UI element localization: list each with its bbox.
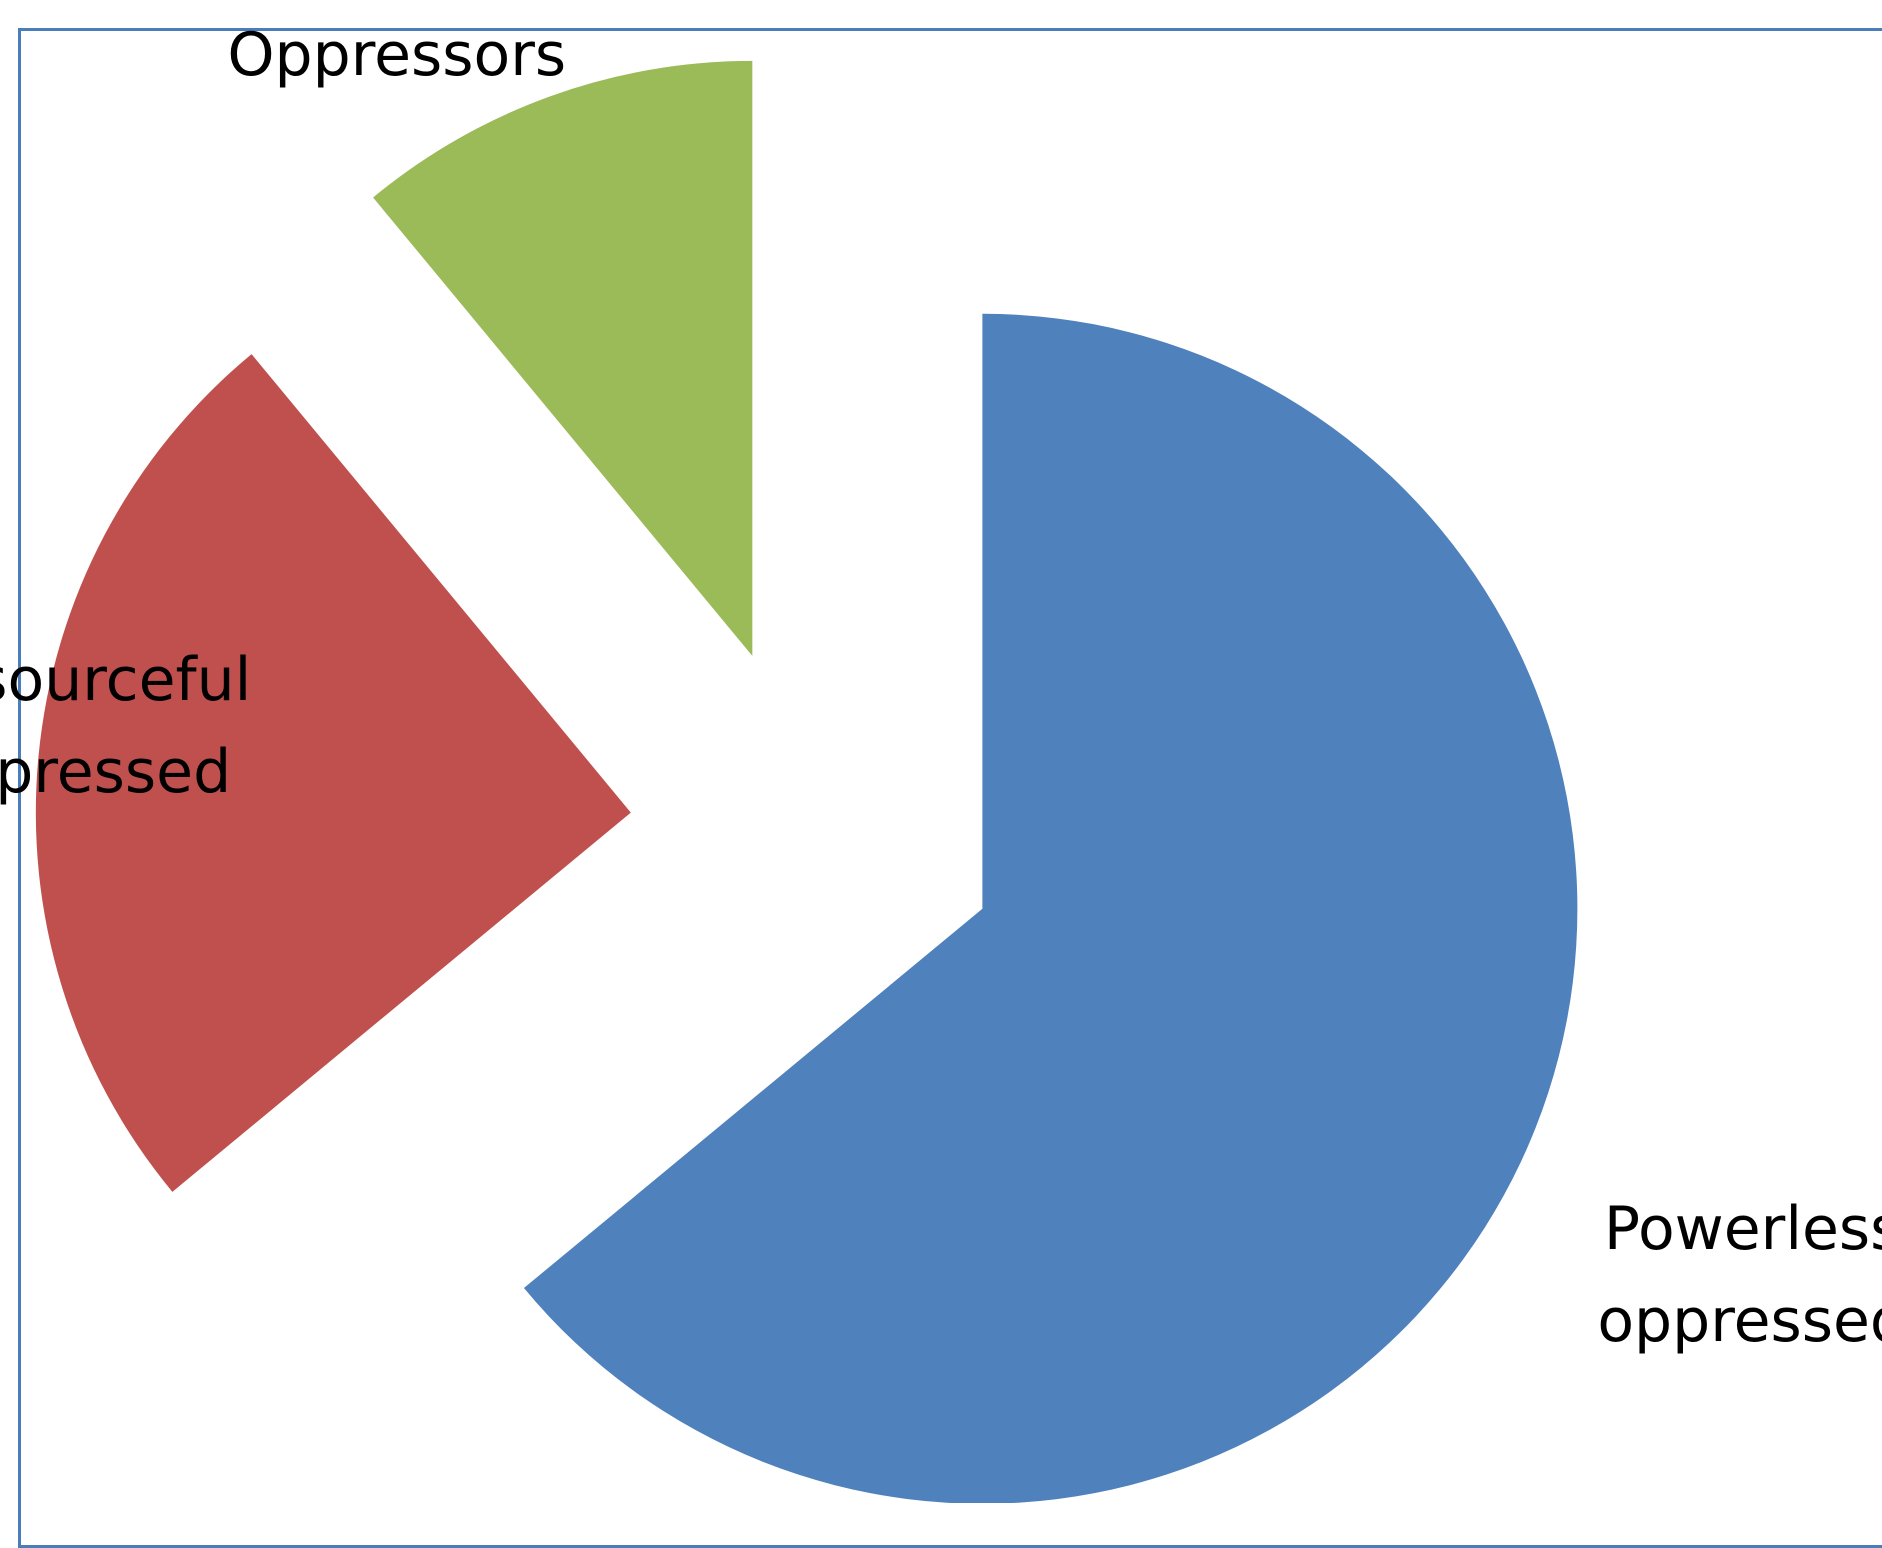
pie-slice-resourceful-oppressed (35, 354, 631, 1192)
slice-label-resourceful-oppressed: Resourceful oppressed (0, 645, 251, 807)
slice-label-line: oppressed (0, 737, 231, 807)
pie-slice-powerless-oppressed (523, 313, 1578, 1503)
slice-label-powerless-oppressed: Powerless oppressed (1597, 1194, 1882, 1356)
slice-label-line: Powerless (1604, 1194, 1882, 1264)
pie-slice-oppressors (373, 60, 753, 656)
slice-label-line: oppressed (1597, 1286, 1882, 1356)
slice-label-line: Resourceful (0, 645, 251, 715)
slice-label-oppressors: Oppressors (227, 20, 566, 90)
pie-slices (35, 60, 1578, 1503)
slice-label-line: Oppressors (227, 20, 566, 90)
pie-chart: Powerless oppressed Resourceful oppressed Op… (0, 20, 1882, 1503)
pie-labels: Powerless oppressed Resourceful oppressed Op… (0, 20, 1882, 1356)
